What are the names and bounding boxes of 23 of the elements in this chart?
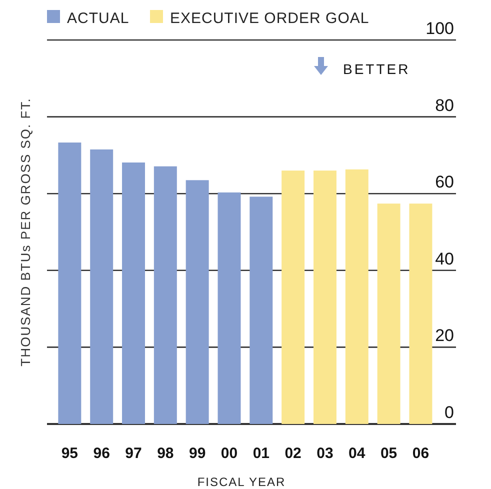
x-tick-label: 98 <box>157 445 174 462</box>
y-axis-title: THOUSAND BTUs PER GROSS SQ. FT. <box>18 98 33 366</box>
y-tick-label: 60 <box>435 172 454 192</box>
x-tick-label: 05 <box>380 445 398 462</box>
y-tick-label: 20 <box>435 326 454 346</box>
x-tick-label: 02 <box>284 445 302 462</box>
y-tick-label: 80 <box>435 96 454 115</box>
x-tick-label: 04 <box>348 445 366 462</box>
legend-label: EXECUTIVE ORDER GOAL <box>170 10 370 27</box>
x-tick-label: 99 <box>188 445 206 462</box>
x-tick-label: 95 <box>61 445 78 462</box>
annotation: BETTER <box>343 61 410 77</box>
x-tick-label: 01 <box>252 445 270 462</box>
y-tick-label: 40 <box>435 249 454 268</box>
legend-label: ACTUAL <box>67 10 130 27</box>
x-tick-label: 97 <box>125 445 142 462</box>
y-tick-label: 100 <box>426 19 454 38</box>
x-tick-label: 96 <box>93 445 110 462</box>
x-tick-label: 03 <box>316 445 334 462</box>
x-axis-title: FISCAL YEAR <box>197 475 286 489</box>
x-tick-label: 00 <box>220 445 238 462</box>
y-tick-label: 0 <box>444 403 454 422</box>
x-tick-label: 06 <box>412 445 430 462</box>
